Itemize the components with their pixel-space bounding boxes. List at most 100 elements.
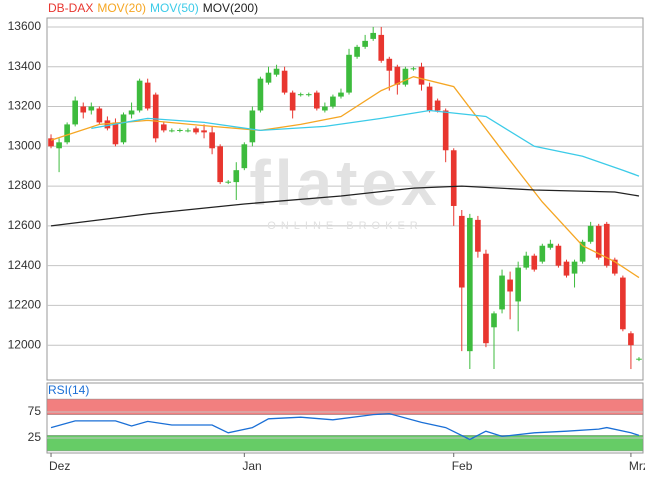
candle-body (160, 124, 167, 131)
candle-body (144, 82, 151, 109)
candle-body (217, 146, 223, 183)
candle-body (185, 130, 191, 132)
candle-body (169, 130, 175, 132)
candle-body (555, 245, 562, 266)
x-tick-label: Feb (452, 459, 473, 473)
candle-body (483, 253, 489, 344)
candle-body (620, 277, 626, 330)
y-tick-label: 75 (28, 404, 42, 418)
candle-body (426, 86, 433, 111)
candle-body (523, 255, 530, 268)
watermark: flatex (249, 147, 440, 219)
candle-body (579, 241, 586, 262)
candle-body (104, 120, 111, 129)
candle-body (370, 32, 377, 39)
y-tick-label: 12000 (8, 337, 42, 351)
candle-body (442, 110, 449, 151)
candle-body (136, 80, 143, 111)
candle-body (595, 225, 602, 258)
candle-body (507, 279, 513, 292)
plot-frame (46, 17, 644, 381)
candle-body (233, 170, 240, 183)
candle-body (273, 68, 280, 75)
candle-body (563, 261, 570, 276)
y-tick-label: 13400 (8, 59, 42, 73)
candle-body (313, 92, 320, 109)
candle-body (152, 94, 159, 139)
candle-body (354, 46, 360, 57)
candle-body (636, 358, 642, 360)
candle-body (322, 106, 328, 111)
candle-body (386, 58, 393, 71)
candle-body (120, 114, 127, 143)
moving-average (91, 109, 640, 177)
candle-body (547, 243, 554, 248)
y-tick-label: 25 (28, 430, 42, 444)
candle-body (418, 66, 425, 85)
rsi-label: RSI(14) (48, 383, 89, 397)
candle-body (450, 150, 457, 206)
candle-body (201, 130, 207, 133)
candle-body (362, 40, 368, 47)
candle-body (72, 100, 79, 125)
candle-body (628, 333, 634, 346)
legend-entry: MOV(20) (97, 1, 146, 15)
legend-entry: DB-DAX (48, 1, 93, 15)
candle-body (48, 138, 54, 147)
candle-body (467, 217, 473, 352)
candle-body (458, 215, 465, 288)
series-line (50, 412, 640, 441)
candle-body (338, 92, 344, 97)
candle-body (257, 78, 264, 111)
x-tick-label: Dez (49, 459, 70, 473)
y-tick-label: 12800 (8, 178, 42, 192)
candle-body (305, 94, 312, 96)
candle-body (531, 255, 538, 270)
y-tick-label: 13000 (8, 138, 42, 152)
y-tick-label: 13200 (8, 99, 42, 113)
candle-body (346, 54, 352, 93)
candle-body (56, 142, 62, 149)
candle-body (571, 261, 578, 274)
candle-body (402, 68, 409, 85)
rsi-band (46, 435, 644, 452)
x-tick-label: Jan (242, 459, 261, 473)
legend-entry: MOV(50) (150, 1, 199, 15)
candle-body (297, 94, 304, 96)
candle-body (491, 313, 497, 328)
candle-body (603, 223, 610, 266)
candle-body (64, 124, 70, 143)
x-tick-label: Mrz (629, 459, 645, 473)
candle-body (378, 34, 385, 61)
moving-average (50, 76, 640, 279)
moving-average (50, 185, 640, 227)
candle-body (434, 100, 441, 111)
y-tick-label: 12200 (8, 298, 42, 312)
candle-body (80, 106, 87, 113)
candle-body (475, 219, 481, 252)
candle-body (499, 275, 505, 310)
y-tick-label: 12400 (8, 258, 42, 272)
candle-body (539, 245, 546, 262)
candle-body (394, 66, 401, 85)
candle-body (281, 70, 288, 93)
candle-body (241, 144, 248, 169)
candle-body (410, 68, 417, 70)
candle-body (128, 110, 135, 115)
candle-body (265, 72, 272, 83)
rsi-band (46, 398, 644, 415)
candle-body (96, 108, 103, 123)
y-tick-label: 13600 (8, 19, 42, 33)
y-tick-label: 12600 (8, 218, 42, 232)
candle-body (611, 259, 618, 274)
watermark-sub: ONLINE BROKER (267, 220, 422, 232)
candle-body (330, 96, 336, 107)
candle-body (515, 267, 521, 302)
candle-body (112, 122, 119, 145)
candle-body (209, 132, 215, 149)
candle-body (249, 110, 256, 143)
candle-body (88, 106, 95, 111)
legend-entry: MOV(200) (203, 1, 258, 15)
candle-body (193, 128, 199, 133)
